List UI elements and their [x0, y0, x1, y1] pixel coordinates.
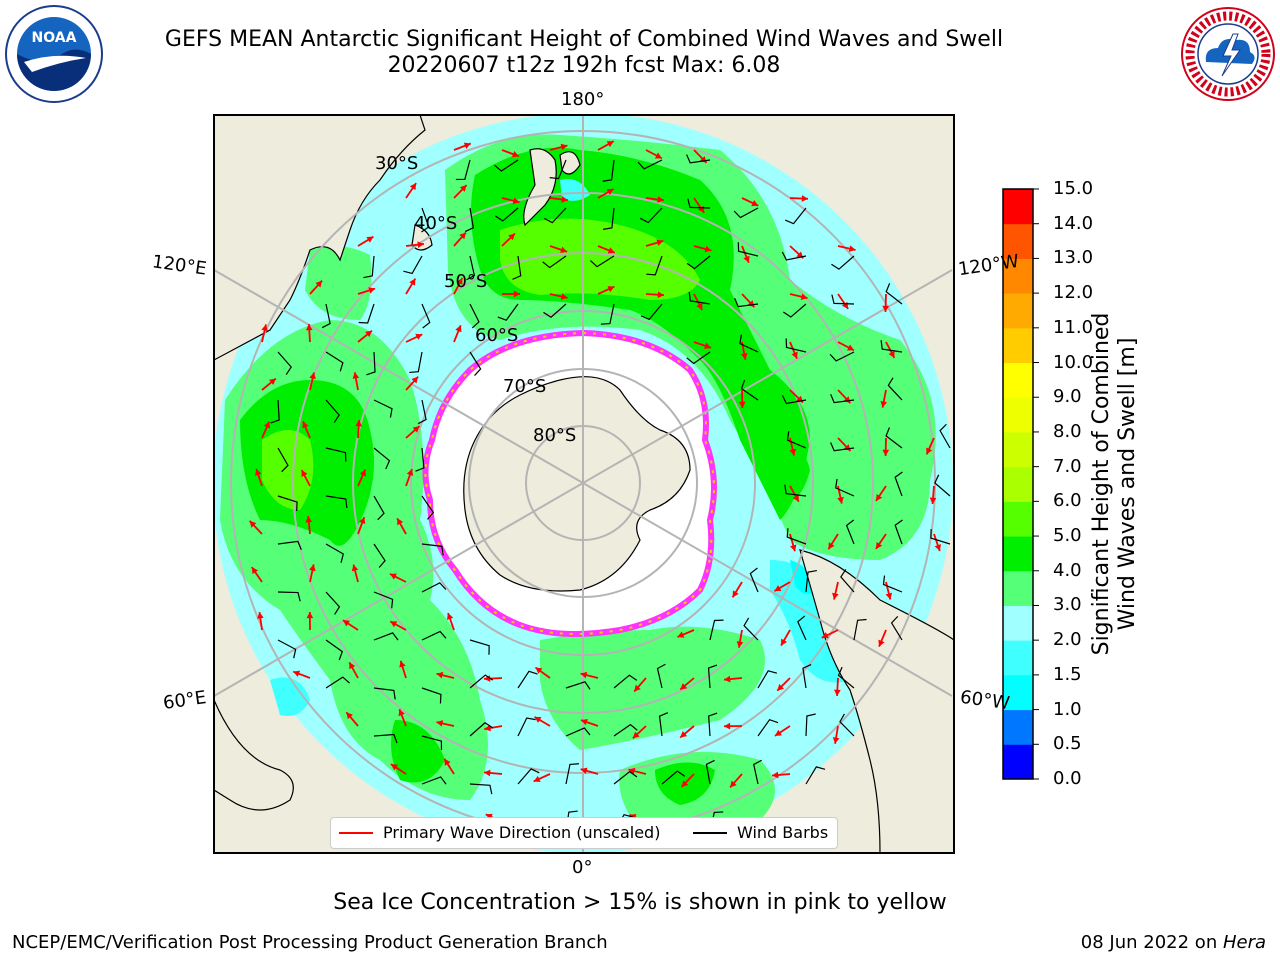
- colorbar-tick-label: 3.0: [1053, 596, 1082, 614]
- legend-red-line-icon: [339, 832, 373, 834]
- lat-label-40s: 40°S: [414, 213, 457, 234]
- colorbar-bin: [1003, 501, 1033, 536]
- colorbar-tick-label: 13.0: [1053, 249, 1093, 267]
- lat-label-80s: 80°S: [533, 425, 576, 446]
- colorbar-tick-label: 2.0: [1053, 631, 1082, 649]
- colorbar-bin: [1003, 536, 1033, 571]
- legend-label-wind-barbs: Wind Barbs: [737, 823, 828, 842]
- lat-label-70s: 70°S: [503, 376, 546, 397]
- colorbar-bin: [1003, 293, 1033, 328]
- lat-label-60s: 60°S: [475, 325, 518, 346]
- colorbar-tick-label: 10.0: [1053, 354, 1093, 372]
- footer-date-text: 08 Jun 2022 on: [1081, 932, 1223, 953]
- colorbar-bin: [1003, 328, 1033, 363]
- colorbar-bin: [1003, 432, 1033, 467]
- lat-label-50s: 50°S: [444, 271, 487, 292]
- colorbar-tick-label: 11.0: [1053, 319, 1093, 337]
- colorbar-tick-label: 0.0: [1053, 770, 1082, 788]
- sea-ice-caption: Sea Ice Concentration > 15% is shown in …: [0, 890, 1280, 915]
- lon-label-0: 0°: [572, 857, 592, 878]
- colorbar-bin: [1003, 640, 1033, 675]
- footer-date: 08 Jun 2022 on Hera: [1081, 932, 1266, 953]
- colorbar-bin: [1003, 189, 1033, 224]
- footer-host: Hera: [1223, 932, 1266, 953]
- colorbar-bin: [1003, 605, 1033, 640]
- colorbar-bin: [1003, 363, 1033, 398]
- colorbar-tick-label: 14.0: [1053, 215, 1093, 233]
- colorbar-label-line2: Wind Waves and Swell [m]: [1115, 313, 1141, 656]
- colorbar-tick-label: 15.0: [1053, 180, 1093, 198]
- colorbar-bin: [1003, 744, 1033, 779]
- colorbar-tick-label: 12.0: [1053, 284, 1093, 302]
- colorbar-bin: [1003, 571, 1033, 606]
- colorbar-tick-label: 5.0: [1053, 527, 1082, 545]
- colorbar-tick-label: 6.0: [1053, 492, 1082, 510]
- colorbar-bin: [1003, 710, 1033, 745]
- colorbar-label-line1: Significant Height of Combined: [1089, 313, 1115, 656]
- map-legend: Primary Wave Direction (unscaled) Wind B…: [330, 817, 838, 849]
- colorbar-tick-label: 0.5: [1053, 735, 1082, 753]
- legend-item-wind-barbs: Wind Barbs: [693, 823, 828, 842]
- colorbar-tick-label: 1.0: [1053, 701, 1082, 719]
- colorbar-bin: [1003, 397, 1033, 432]
- colorbar-bin: [1003, 467, 1033, 502]
- colorbar-tick-label: 9.0: [1053, 388, 1082, 406]
- colorbar-tick-label: 7.0: [1053, 458, 1082, 476]
- legend-item-wave-direction: Primary Wave Direction (unscaled): [339, 823, 660, 842]
- lat-label-30s: 30°S: [375, 153, 418, 174]
- lon-label-180: 180°: [561, 89, 604, 110]
- legend-black-line-icon: [693, 832, 727, 834]
- legend-label-wave-direction: Primary Wave Direction (unscaled): [383, 823, 660, 842]
- footer-credit: NCEP/EMC/Verification Post Processing Pr…: [12, 932, 608, 953]
- colorbar-tick-label: 1.5: [1053, 666, 1082, 684]
- colorbar-tick-label: 4.0: [1053, 562, 1082, 580]
- colorbar-tick-label: 8.0: [1053, 423, 1082, 441]
